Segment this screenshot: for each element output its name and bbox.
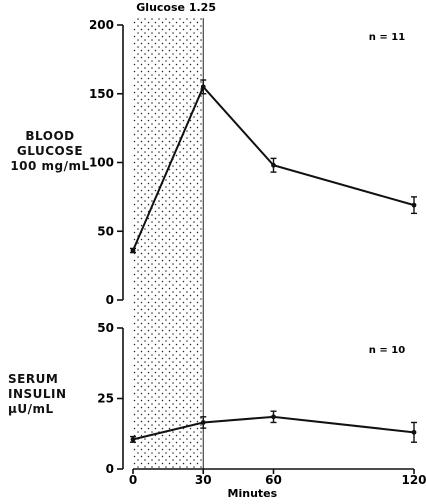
insulin-ylabel-line-2: INSULIN <box>8 387 67 401</box>
insulin-ylabel-line-1: SERUM <box>8 372 59 386</box>
glucose-y-tick-label: 50 <box>97 224 114 238</box>
insulin-data-point <box>200 420 206 425</box>
glucose-ylabel-line-1: BLOOD <box>25 129 75 143</box>
insulin-y-tick-label: 0 <box>106 462 114 476</box>
glucose-ylabel-line-2: GLUCOSE <box>16 144 84 158</box>
glucose-y-axis-title: BLOOD GLUCOSE 100 mg/mL <box>2 129 98 174</box>
insulin-data-point <box>130 436 136 442</box>
insulin-data-point <box>271 414 276 420</box>
shaded-region-label: Glucose 1.25 <box>136 1 216 14</box>
insulin-y-tick-label: 50 <box>97 321 114 335</box>
glucose-data-point <box>130 248 136 253</box>
insulin-data-point <box>411 429 417 435</box>
x-axis-title: Minutes <box>228 487 278 500</box>
infusion-shaded-region <box>133 18 204 469</box>
glucose-y-tick-label: 200 <box>89 18 114 32</box>
insulin-series-line <box>132 415 415 441</box>
x-tick-label: 0 <box>129 473 137 487</box>
x-tick-label: 60 <box>265 473 282 487</box>
glucose-y-tick-label: 100 <box>89 156 114 170</box>
glucose-ylabel-line-3: 100 mg/mL <box>10 159 90 173</box>
glucose-y-tick-label: 0 <box>106 293 114 307</box>
glucose-n-annotation: n = 11 <box>369 32 405 43</box>
glucose-data-point <box>200 84 206 90</box>
glucose-series-line <box>132 85 415 251</box>
glucose-data-point <box>271 162 276 168</box>
x-tick-label: 30 <box>195 473 212 487</box>
glucose-y-tick-label: 150 <box>89 87 114 101</box>
insulin-n-annotation: n = 10 <box>369 345 405 356</box>
insulin-y-axis-title: SERUM INSULIN µU/mL <box>8 372 88 417</box>
insulin-ylabel-line-3: µU/mL <box>8 402 54 416</box>
glucose-data-point <box>411 202 417 208</box>
insulin-y-tick-label: 25 <box>97 392 114 406</box>
x-tick-label: 120 <box>401 473 426 487</box>
